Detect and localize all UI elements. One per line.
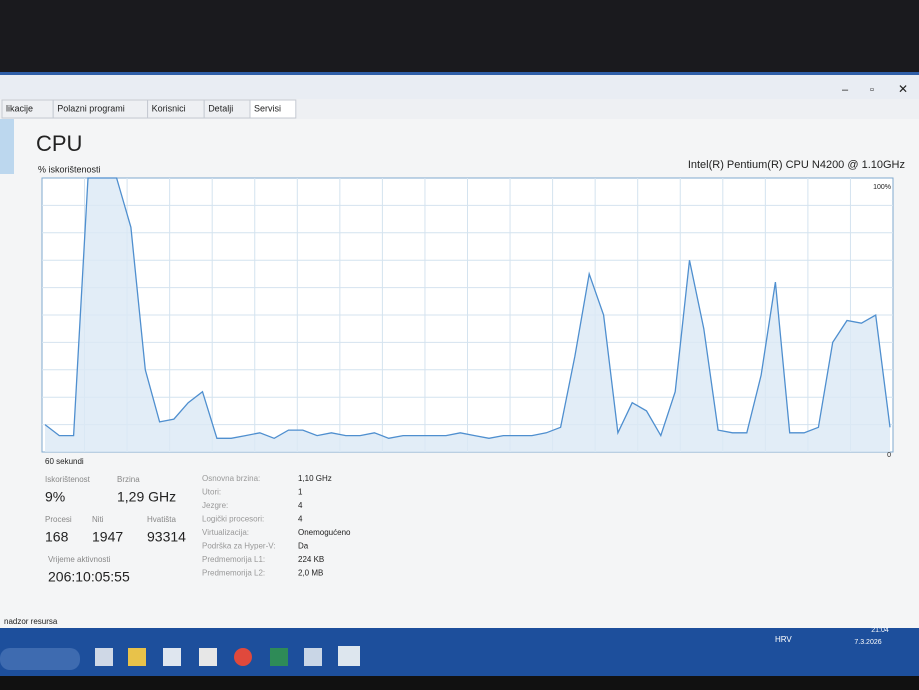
detail-value: 2,0 MB — [298, 569, 323, 578]
x-label: 60 sekundi — [45, 457, 84, 466]
cpu-area — [45, 178, 890, 452]
close[interactable]: ✕ — [898, 82, 908, 96]
detail-label: Podrška za Hyper-V: — [202, 542, 276, 551]
detail-label: Logički procesori: — [202, 515, 264, 524]
footer-link[interactable]: nadzor resursa — [4, 617, 58, 626]
detail-value: 1,10 GHz — [298, 474, 332, 483]
icon[interactable] — [304, 648, 322, 666]
tab-label: Korisnici — [152, 103, 186, 113]
taskbar-icons — [95, 646, 360, 666]
title-bar — [0, 72, 919, 100]
stat-label: Procesi — [45, 515, 72, 524]
processor: Intel(R) Pentium(R) CPU N4200 @ 1.10GHz — [688, 159, 905, 171]
tab-label: Detalji — [208, 103, 233, 113]
detail-value: 224 KB — [298, 555, 324, 564]
icon[interactable] — [234, 648, 252, 666]
stat-value: 9% — [45, 489, 65, 505]
language[interactable]: HRV — [775, 635, 792, 644]
icon[interactable] — [270, 648, 288, 666]
stat-label: Vrijeme aktivnosti — [48, 555, 111, 564]
tab[interactable] — [249, 99, 297, 119]
date[interactable]: 7.3.2026 — [854, 639, 881, 646]
bezel — [0, 0, 919, 80]
side-selected — [0, 119, 14, 174]
title: CPU — [36, 131, 82, 156]
detail-value: 1 — [298, 488, 303, 497]
detail-label: Utori: — [202, 488, 221, 497]
detail-value: 4 — [298, 501, 303, 510]
subtitle: % iskorištenosti — [38, 164, 101, 174]
icon[interactable] — [163, 648, 181, 666]
detail-label: Virtualizacija: — [202, 528, 249, 537]
detail-label: Osnovna brzina: — [202, 474, 260, 483]
icon[interactable] — [338, 646, 360, 666]
stat-value: 206:10:05:55 — [48, 569, 130, 585]
time[interactable]: 21:04 — [871, 627, 889, 634]
detail-label: Predmemorija L2: — [202, 569, 265, 578]
maximize[interactable]: ▫ — [870, 84, 874, 96]
cpu-line — [44, 177, 891, 440]
window-border — [0, 72, 919, 75]
icon[interactable] — [128, 648, 146, 666]
tab-label: Polazni programi — [57, 103, 125, 113]
search-box[interactable] — [0, 648, 80, 670]
stat-label: Brzina — [117, 475, 140, 484]
stat-label: Hvatišta — [147, 515, 176, 524]
stat-value: 1,29 GHz — [117, 489, 176, 505]
tick-label: 100% — [873, 184, 891, 191]
detail-label: Predmemorija L1: — [202, 555, 265, 564]
stat-label: Niti — [92, 515, 104, 524]
taskbar — [0, 628, 919, 676]
stat-value: 93314 — [147, 529, 186, 545]
icon[interactable] — [199, 648, 217, 666]
stat-value: 1947 — [92, 529, 123, 545]
detail-value: Da — [298, 542, 309, 551]
detail-value: Onemogućeno — [298, 528, 351, 537]
icon[interactable] — [95, 648, 113, 666]
tab-label: Servisi — [254, 103, 281, 113]
detail-label: Jezgre: — [202, 501, 228, 510]
stat-label: Iskorištenost — [45, 475, 91, 484]
detail-value: 4 — [298, 515, 303, 524]
stat-value: 168 — [45, 529, 69, 545]
tick-label: 0 — [887, 452, 891, 459]
tab-label: likacije — [6, 103, 33, 113]
minimize[interactable]: – — [842, 84, 849, 96]
